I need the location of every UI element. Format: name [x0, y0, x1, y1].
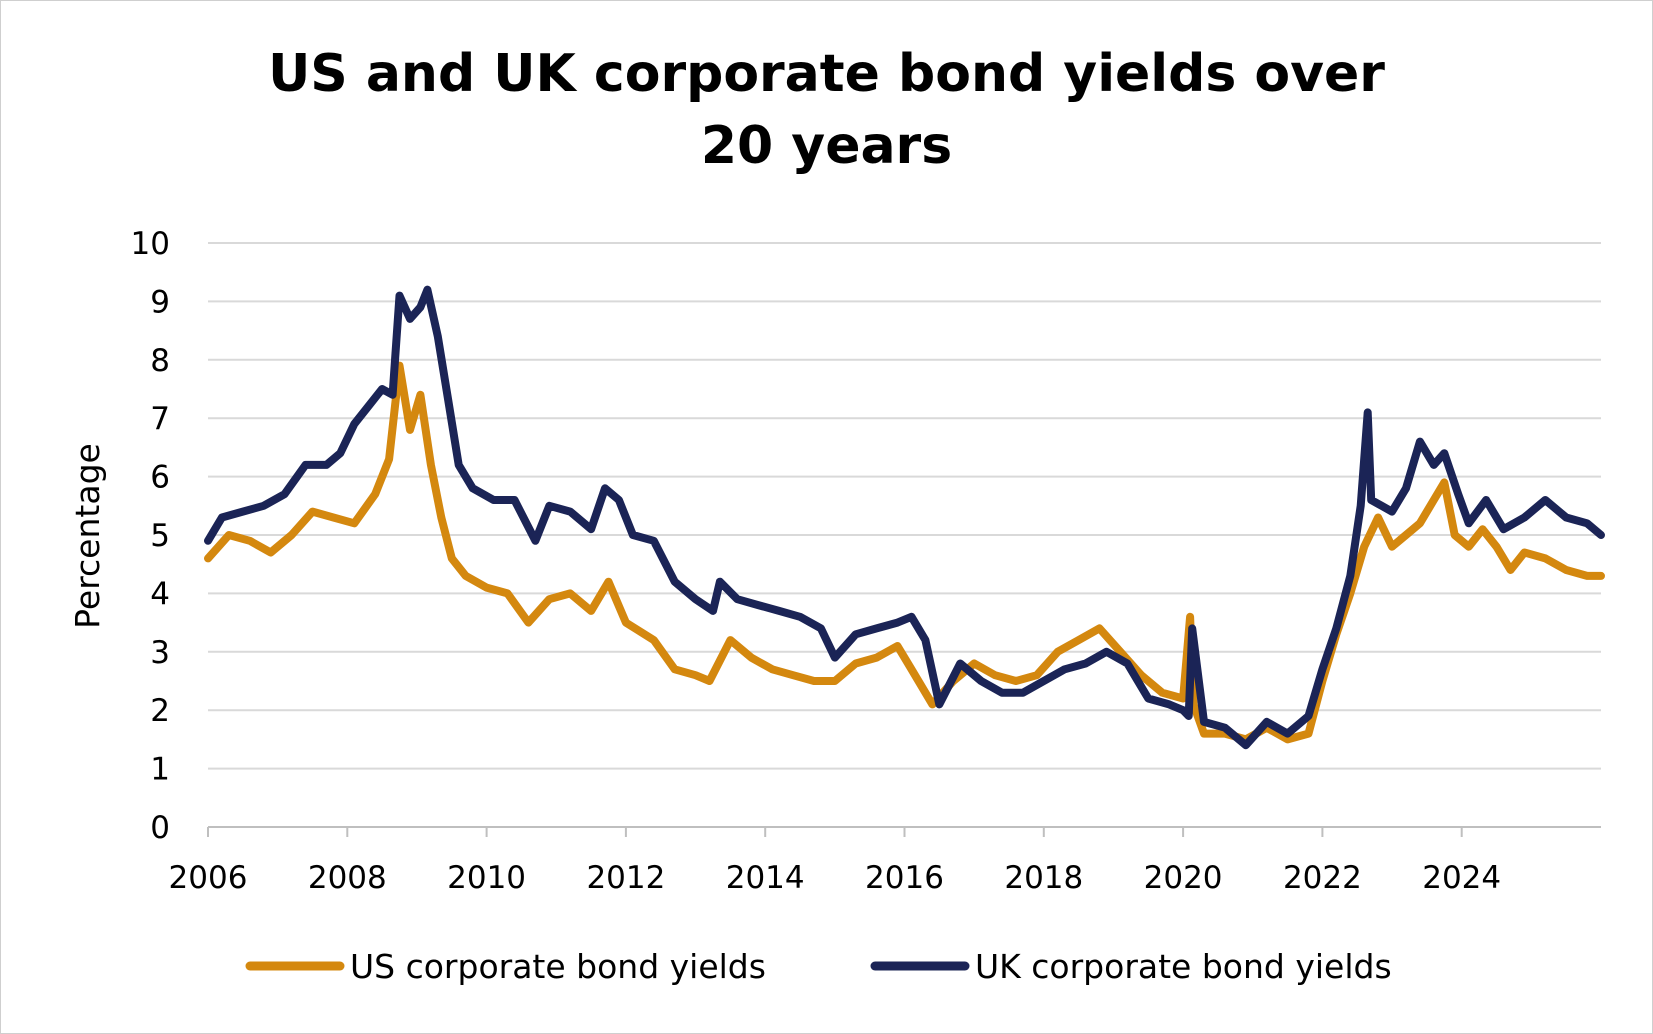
- x-tick-label: 2012: [586, 860, 665, 896]
- y-tick-label: 3: [150, 635, 170, 671]
- y-tick-label: 9: [150, 284, 170, 320]
- y-tick-label: 2: [150, 693, 170, 729]
- y-tick-label: 4: [150, 576, 170, 612]
- x-tick-label: 2006: [169, 860, 248, 896]
- y-axis-ticks: 0 1 2 3 4 5 6 7 8 9 10: [131, 226, 170, 846]
- legend-label: UK corporate bond yields: [975, 947, 1392, 986]
- y-tick-label: 8: [150, 343, 170, 379]
- legend-label: US corporate bond yields: [350, 947, 766, 986]
- y-tick-label: 0: [150, 810, 170, 846]
- x-tick-label: 2010: [447, 860, 526, 896]
- legend: US corporate bond yields UK corporate bon…: [245, 947, 1392, 986]
- x-tick-label: 2016: [865, 860, 944, 896]
- x-tick-label: 2008: [308, 860, 387, 896]
- chart-title-line-2: 20 years: [700, 116, 953, 176]
- x-tick-label: 2022: [1283, 860, 1362, 896]
- series-lines: [204, 285, 1605, 750]
- x-axis-ticks: 2006 2008 2010 2012 2014 2016 2018 2020 2022 2024: [169, 827, 1501, 896]
- x-tick-label: 2014: [726, 860, 805, 896]
- uk-series-line: [204, 285, 1605, 750]
- y-tick-label: 5: [150, 518, 170, 554]
- x-tick-label: 2020: [1144, 860, 1223, 896]
- y-tick-label: 7: [150, 401, 170, 437]
- y-tick-label: 6: [150, 460, 170, 496]
- y-axis-label: Percentage: [68, 443, 107, 629]
- chart-title: US and UK corporate bond yields over 20 …: [0, 38, 1653, 182]
- chart-title-line-1: US and UK corporate bond yields over: [268, 44, 1385, 104]
- x-tick-label: 2018: [1004, 860, 1083, 896]
- y-tick-label: 1: [150, 752, 170, 788]
- x-tick-label: 2024: [1422, 860, 1501, 896]
- y-tick-label: 10: [131, 226, 170, 262]
- us-series-line: [204, 361, 1605, 744]
